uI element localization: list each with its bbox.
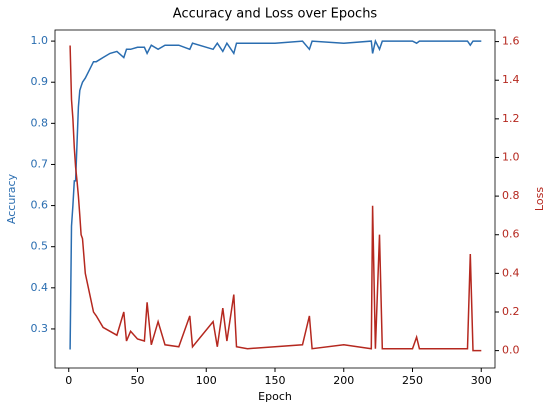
x-tick-label: 250 (402, 374, 423, 387)
y-tick-label: 0.9 (31, 75, 49, 88)
y2-tick-label: 0.6 (502, 228, 520, 241)
y-tick-label: 0.8 (31, 116, 49, 129)
y2-tick-label: 0.0 (502, 344, 520, 357)
y2-tick-label: 1.0 (502, 150, 520, 163)
y-tick-label: 0.6 (31, 199, 49, 212)
x-tick-label: 50 (131, 374, 145, 387)
y-tick-label: 0.7 (31, 157, 49, 170)
series-line (69, 38, 482, 350)
y-axis-label: Accuracy (5, 173, 18, 224)
plot-frame (54, 29, 496, 369)
y2-tick-label: 1.4 (502, 73, 520, 86)
y2-tick-label: 0.4 (502, 266, 520, 279)
x-tick-label: 100 (196, 374, 217, 387)
x-tick-label: 200 (333, 374, 354, 387)
x-axis-label: Epoch (258, 390, 292, 403)
y2-tick-label: 0.8 (502, 189, 520, 202)
series-line (69, 45, 482, 352)
x-tick-label: 300 (471, 374, 492, 387)
y-tick-label: 1.0 (31, 34, 49, 47)
y-tick-label: 0.5 (31, 240, 49, 253)
y2-tick-label: 0.2 (502, 305, 520, 318)
y-tick-label: 0.4 (31, 281, 49, 294)
x-tick-label: 150 (265, 374, 286, 387)
y-tick-label: 0.3 (31, 322, 49, 335)
y2-tick-label: 1.2 (502, 112, 520, 125)
y2-tick-label: 1.6 (502, 35, 520, 48)
chart-title: Accuracy and Loss over Epochs (173, 7, 378, 22)
y2-axis-label: Loss (533, 187, 546, 211)
x-tick-label: 0 (65, 374, 72, 387)
